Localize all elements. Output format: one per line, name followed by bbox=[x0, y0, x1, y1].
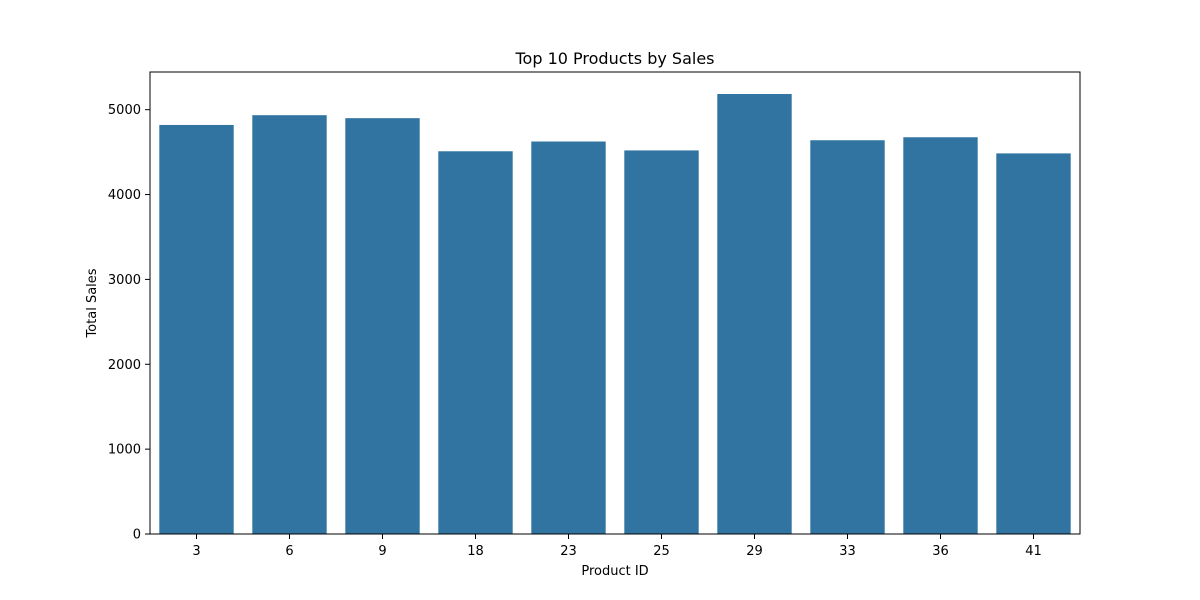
x-tick-label: 9 bbox=[378, 544, 386, 559]
bar-36 bbox=[903, 137, 978, 534]
y-axis-label: Total Sales bbox=[85, 268, 100, 338]
x-tick-label: 25 bbox=[653, 544, 670, 559]
x-axis-ticks: 3 6 9 18 23 25 29 33 36 41 bbox=[192, 534, 1042, 559]
x-tick-label: 33 bbox=[839, 544, 856, 559]
x-tick-label: 18 bbox=[467, 544, 484, 559]
y-tick-label: 5000 bbox=[108, 103, 141, 118]
bar-41 bbox=[996, 153, 1071, 534]
y-tick-label: 2000 bbox=[108, 358, 141, 373]
bar-18 bbox=[438, 151, 513, 534]
y-tick-label: 4000 bbox=[108, 188, 141, 203]
bar-6 bbox=[252, 115, 327, 535]
bar-23 bbox=[531, 141, 606, 535]
y-tick-label: 1000 bbox=[108, 443, 141, 458]
y-axis-ticks: 0 1000 2000 3000 4000 5000 bbox=[108, 103, 150, 543]
bar-25 bbox=[624, 150, 699, 534]
plot-frame bbox=[149, 71, 1081, 535]
chart-title: Top 10 Products by Sales bbox=[515, 49, 715, 68]
x-axis-label: Product ID bbox=[581, 564, 648, 579]
y-tick-label: 3000 bbox=[108, 273, 141, 288]
x-tick-label: 23 bbox=[560, 544, 577, 559]
x-tick-label: 36 bbox=[932, 544, 949, 559]
bar-33 bbox=[810, 140, 885, 534]
bar-29 bbox=[717, 93, 792, 534]
x-tick-label: 6 bbox=[285, 544, 293, 559]
x-tick-label: 41 bbox=[1025, 544, 1042, 559]
y-tick-label: 0 bbox=[133, 528, 141, 543]
bar-9 bbox=[345, 118, 420, 535]
bar-3 bbox=[159, 124, 234, 535]
bars-group bbox=[159, 93, 1071, 535]
x-tick-label: 29 bbox=[746, 544, 763, 559]
x-tick-label: 3 bbox=[192, 544, 200, 559]
